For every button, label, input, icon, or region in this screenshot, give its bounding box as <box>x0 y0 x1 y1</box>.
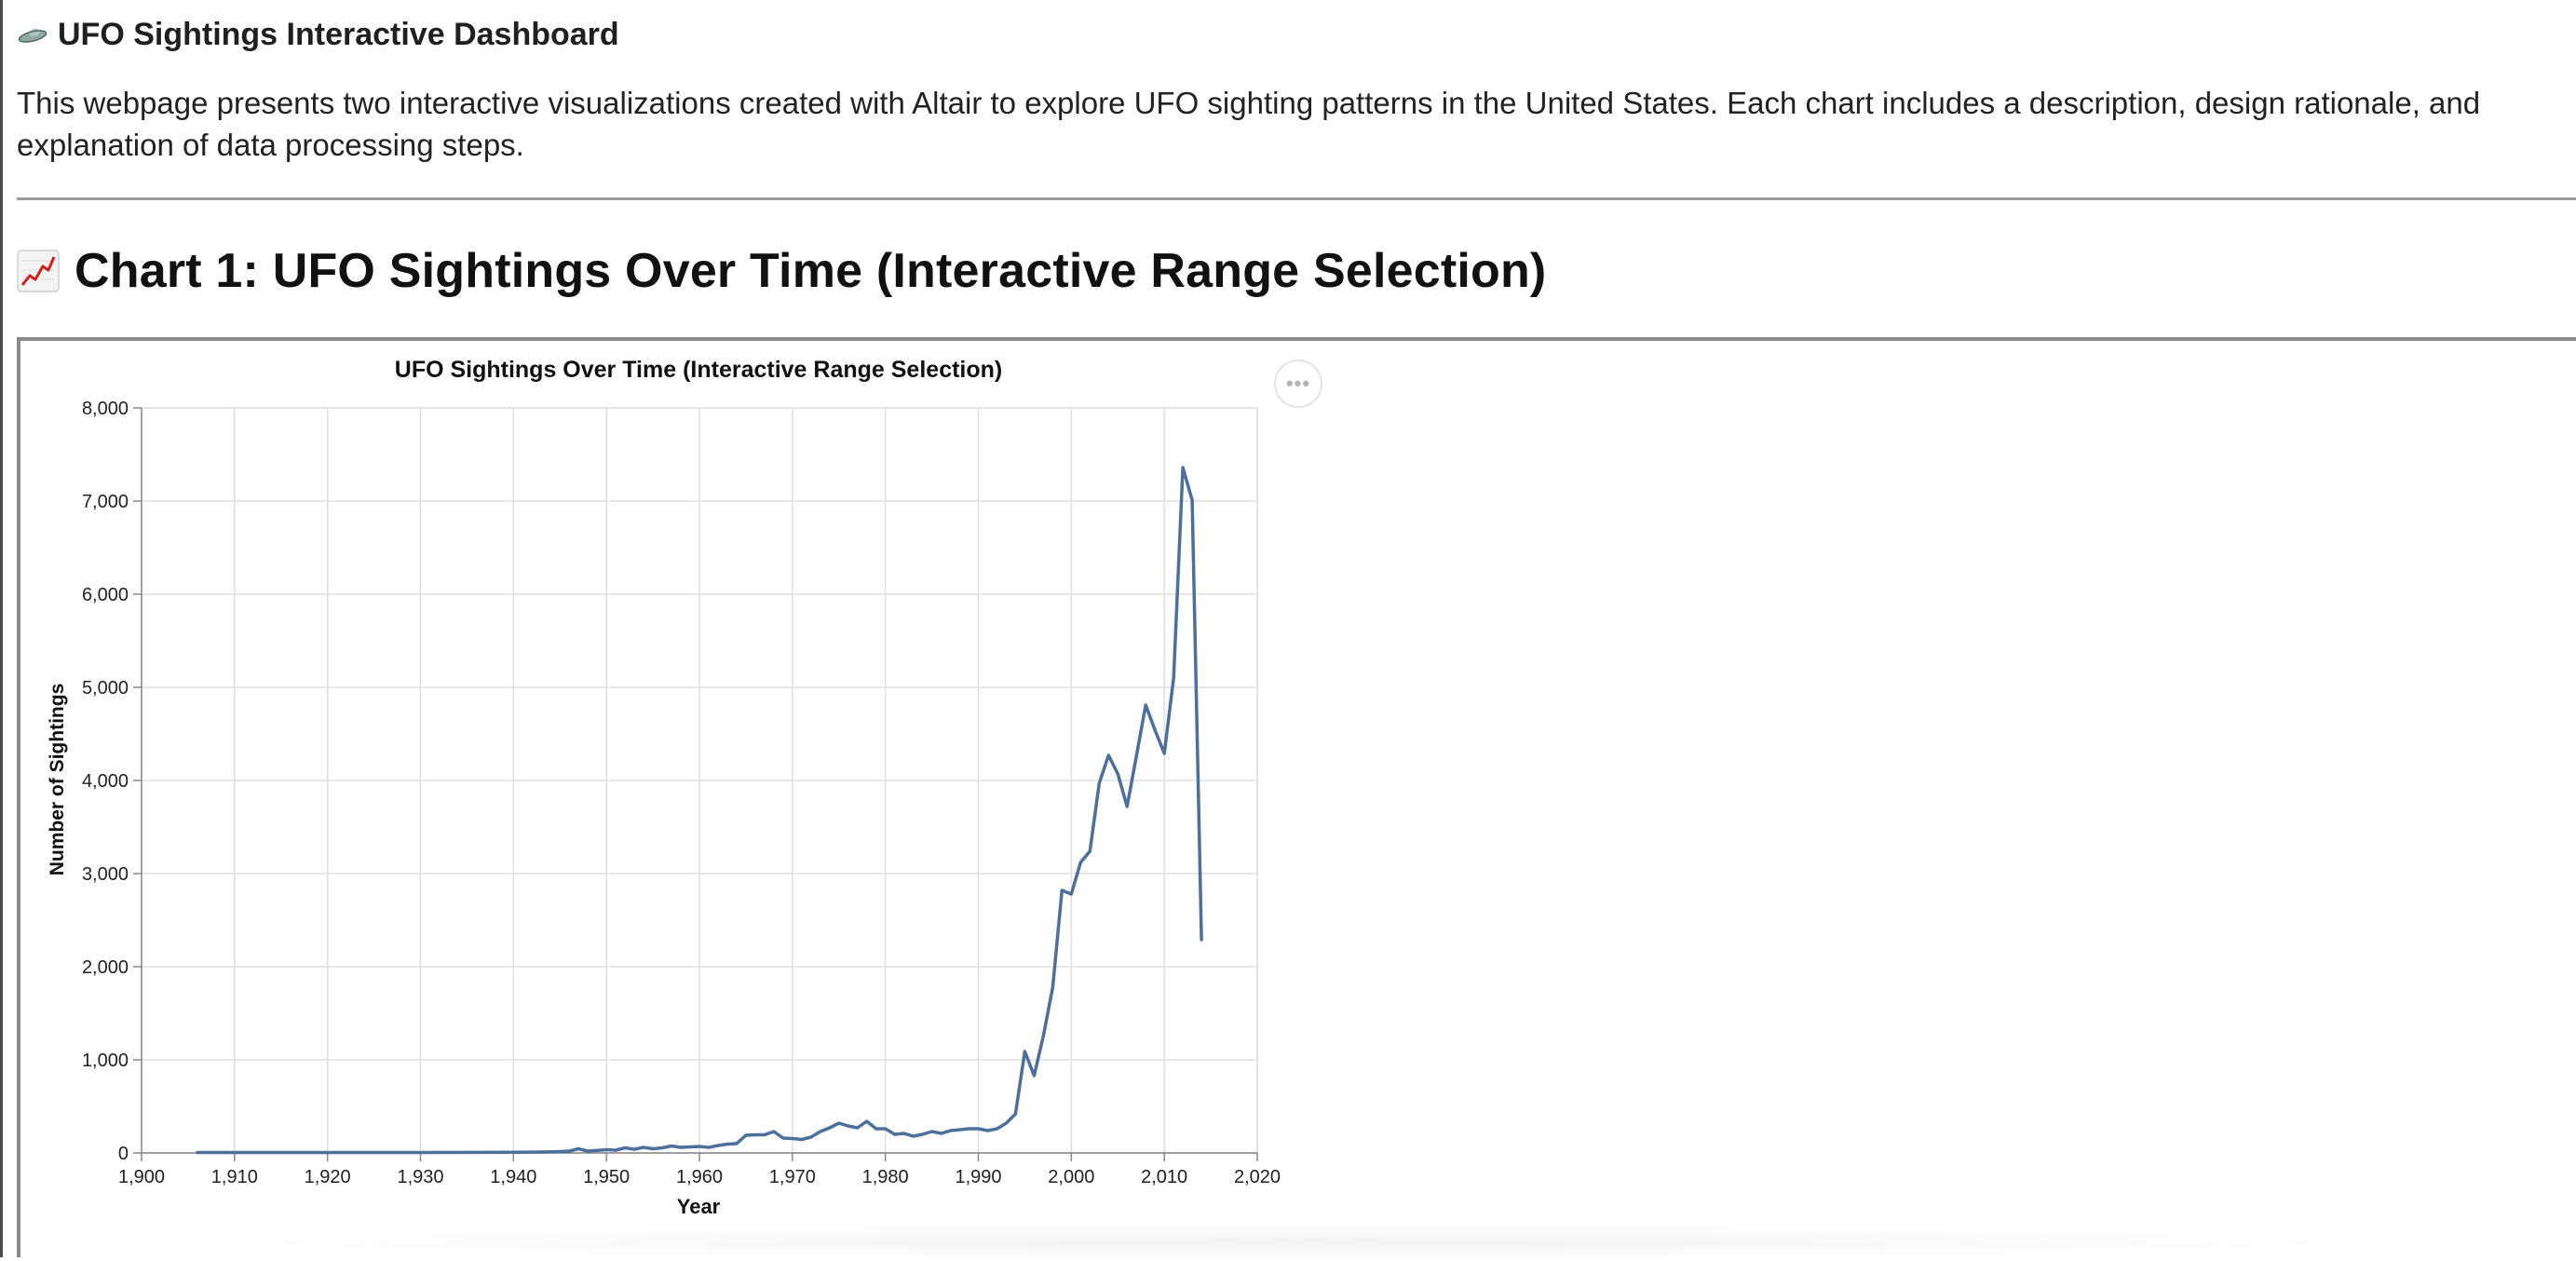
section-divider <box>17 197 2576 200</box>
x-tick-label: 1,960 <box>676 1167 723 1187</box>
page-content: UFO Sightings Interactive Dashboard This… <box>17 0 2576 1261</box>
chart-actions-button[interactable]: ••• <box>1274 359 1322 408</box>
scroll-shadow <box>225 1224 2367 1261</box>
y-tick-label: 3,000 <box>82 864 129 885</box>
x-tick-label: 1,950 <box>583 1167 630 1187</box>
x-tick-label: 1,980 <box>862 1167 909 1187</box>
x-tick-label: 1,940 <box>490 1167 536 1187</box>
y-tick-label: 8,000 <box>82 399 129 419</box>
x-tick-label: 1,990 <box>955 1167 1001 1187</box>
y-tick-label: 6,000 <box>82 585 129 605</box>
ufo-icon <box>17 24 48 45</box>
ellipsis-icon: ••• <box>1285 372 1311 395</box>
line-chart[interactable]: 1,900 1,910 1,920 1,930 1,940 1,950 1,960 1,970… <box>20 341 1324 1257</box>
intro-paragraph: This webpage presents two interactive vi… <box>17 86 2481 162</box>
y-tick-label: 0 <box>118 1144 129 1164</box>
section-title: Chart 1: UFO Sightings Over Time (Intera… <box>75 244 1547 298</box>
window-left-edge <box>0 0 3 1257</box>
y-tick-label: 2,000 <box>82 957 129 978</box>
chart-title: UFO Sightings Over Time (Interactive Ran… <box>395 357 1002 383</box>
chart-container[interactable]: 1,900 1,910 1,920 1,930 1,940 1,950 1,960 1,970… <box>17 337 2576 1261</box>
chart-axes: 1,900 1,910 1,920 1,930 1,940 1,950 1,960 1,970… <box>82 399 1281 1187</box>
chart-grid <box>141 407 1258 1154</box>
x-tick-label: 1,920 <box>305 1167 351 1187</box>
page-title-row: UFO Sightings Interactive Dashboard <box>17 13 619 56</box>
x-tick-label: 1,910 <box>211 1167 258 1187</box>
y-axis-title: Number of Sightings <box>47 684 68 876</box>
y-tick-label: 5,000 <box>82 678 129 698</box>
x-tick-label: 1,930 <box>397 1167 443 1187</box>
series-line[interactable] <box>196 466 1203 1155</box>
y-tick-label: 7,000 <box>82 492 129 512</box>
x-tick-label: 2,010 <box>1141 1167 1187 1187</box>
x-tick-label: 2,020 <box>1234 1167 1281 1187</box>
section-title-row: Chart 1: UFO Sightings Over Time (Intera… <box>17 240 1546 302</box>
y-tick-label: 1,000 <box>82 1051 129 1071</box>
x-tick-label: 1,970 <box>769 1167 816 1187</box>
x-tick-label: 2,000 <box>1048 1167 1094 1187</box>
x-axis-title: Year <box>677 1195 721 1218</box>
page-title: UFO Sightings Interactive Dashboard <box>58 16 619 52</box>
x-tick-label: 1,900 <box>118 1167 165 1187</box>
chart-increasing-icon <box>17 250 60 292</box>
y-tick-label: 4,000 <box>82 771 129 792</box>
chart-plot-area[interactable] <box>196 466 1203 1155</box>
